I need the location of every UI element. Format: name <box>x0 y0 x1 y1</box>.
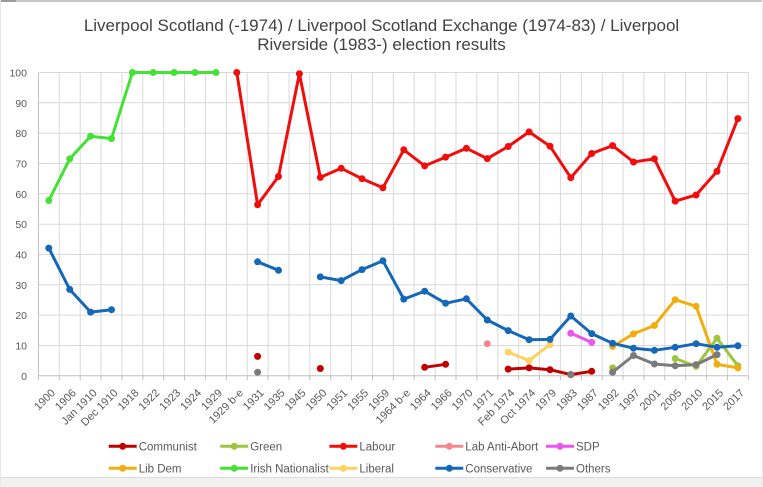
svg-text:Labour: Labour <box>359 441 395 453</box>
svg-text:1918: 1918 <box>116 387 142 413</box>
svg-text:1951: 1951 <box>325 387 351 413</box>
svg-text:80: 80 <box>15 128 27 140</box>
svg-text:1931: 1931 <box>241 387 267 413</box>
svg-text:Lab Anti-Abort: Lab Anti-Abort <box>465 441 539 453</box>
svg-text:1987: 1987 <box>575 387 601 413</box>
svg-text:1997: 1997 <box>617 387 643 413</box>
svg-text:40: 40 <box>15 250 27 262</box>
svg-text:70: 70 <box>15 159 27 171</box>
svg-text:1924: 1924 <box>178 387 204 413</box>
svg-text:1979: 1979 <box>533 387 559 413</box>
svg-text:1970: 1970 <box>450 387 476 413</box>
svg-text:2017: 2017 <box>721 387 747 413</box>
svg-text:Communist: Communist <box>139 441 198 453</box>
svg-text:1922: 1922 <box>137 387 163 413</box>
svg-text:Liberal: Liberal <box>359 463 394 475</box>
svg-text:Lib Dem: Lib Dem <box>139 463 182 475</box>
svg-text:60: 60 <box>15 189 27 201</box>
svg-text:90: 90 <box>15 98 27 110</box>
svg-text:50: 50 <box>15 219 27 231</box>
svg-text:SDP: SDP <box>576 441 600 453</box>
svg-text:1923: 1923 <box>157 387 183 413</box>
svg-text:Others: Others <box>576 463 611 475</box>
svg-text:1900: 1900 <box>32 387 58 413</box>
svg-text:1992: 1992 <box>596 387 622 413</box>
svg-text:2001: 2001 <box>638 387 664 413</box>
svg-text:30: 30 <box>15 280 27 292</box>
svg-text:1966: 1966 <box>429 387 455 413</box>
svg-text:2005: 2005 <box>659 387 685 413</box>
svg-text:0: 0 <box>21 371 27 383</box>
svg-text:1955: 1955 <box>345 387 371 413</box>
svg-text:100: 100 <box>9 68 27 80</box>
svg-text:Irish Nationalist: Irish Nationalist <box>250 463 329 475</box>
svg-text:1935: 1935 <box>262 387 288 413</box>
svg-text:1964: 1964 <box>408 387 434 413</box>
svg-text:10: 10 <box>15 341 27 353</box>
svg-text:1950: 1950 <box>304 387 330 413</box>
svg-text:20: 20 <box>15 310 27 322</box>
svg-text:1983: 1983 <box>554 387 580 413</box>
svg-text:Green: Green <box>250 441 282 453</box>
svg-text:2010: 2010 <box>679 387 705 413</box>
svg-text:2015: 2015 <box>700 387 726 413</box>
svg-text:Conservative: Conservative <box>465 463 532 475</box>
svg-text:1945: 1945 <box>283 387 309 413</box>
